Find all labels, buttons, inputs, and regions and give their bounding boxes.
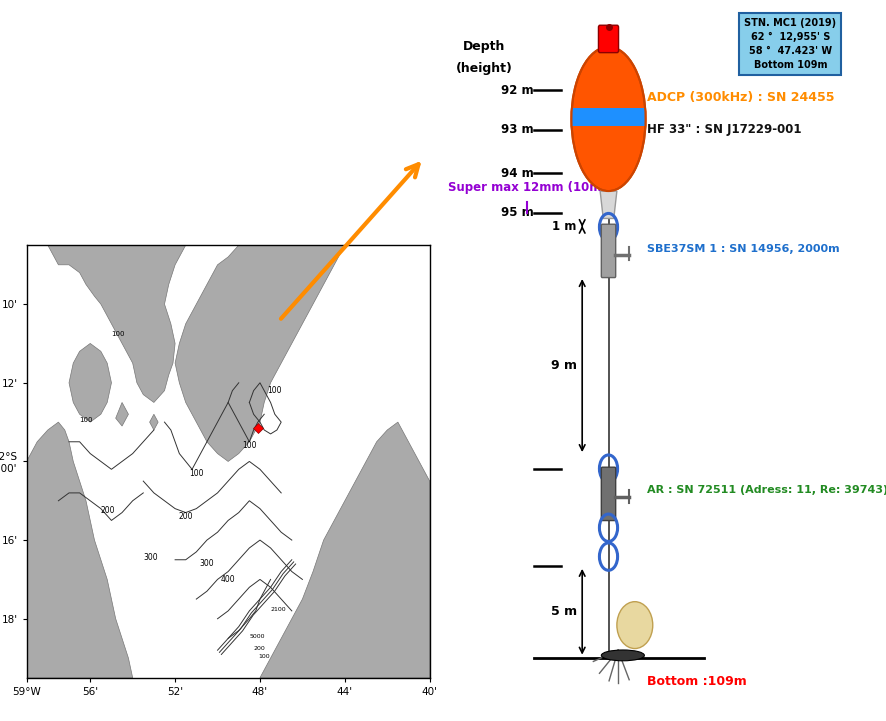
Text: 100: 100 xyxy=(112,331,125,337)
Text: 300: 300 xyxy=(144,553,158,562)
Ellipse shape xyxy=(602,650,644,660)
Text: 92 m: 92 m xyxy=(501,84,534,97)
Polygon shape xyxy=(600,191,617,218)
FancyBboxPatch shape xyxy=(602,467,616,521)
Text: 300: 300 xyxy=(199,559,214,568)
Text: Bottom :109m: Bottom :109m xyxy=(647,675,747,688)
Ellipse shape xyxy=(617,601,653,649)
Polygon shape xyxy=(150,415,158,430)
Text: 93 m: 93 m xyxy=(501,123,534,136)
Text: Super max 12mm (10m): Super max 12mm (10m) xyxy=(447,181,607,194)
Text: 100: 100 xyxy=(189,469,204,478)
Text: (height): (height) xyxy=(455,62,512,75)
Polygon shape xyxy=(175,245,430,461)
Text: 5 m: 5 m xyxy=(551,605,577,619)
Text: 200: 200 xyxy=(253,646,265,651)
Polygon shape xyxy=(27,245,186,402)
Text: 94 m: 94 m xyxy=(501,167,534,180)
Text: AR : SN 72511 (Adress: 11, Re: 39743): AR : SN 72511 (Adress: 11, Re: 39743) xyxy=(647,485,886,495)
Polygon shape xyxy=(27,422,133,678)
Text: 100: 100 xyxy=(258,654,269,659)
Text: HF 33" : SN J17229-001: HF 33" : SN J17229-001 xyxy=(647,123,801,136)
Text: 200: 200 xyxy=(101,505,115,515)
Text: SBE37SM 1 : SN 14956, 2000m: SBE37SM 1 : SN 14956, 2000m xyxy=(647,244,839,254)
Ellipse shape xyxy=(571,47,646,191)
Polygon shape xyxy=(116,402,128,426)
Polygon shape xyxy=(69,343,112,422)
Text: 100: 100 xyxy=(242,441,257,450)
Text: 1 m: 1 m xyxy=(552,220,576,233)
Text: 100: 100 xyxy=(80,417,93,423)
FancyBboxPatch shape xyxy=(598,25,618,53)
Bar xyxy=(571,108,646,126)
Text: ADCP (300kHz) : SN 24455: ADCP (300kHz) : SN 24455 xyxy=(647,91,835,104)
Polygon shape xyxy=(260,422,430,678)
Text: 2100: 2100 xyxy=(270,607,286,612)
Text: 400: 400 xyxy=(221,575,236,584)
Text: 5000: 5000 xyxy=(249,634,265,640)
Text: 9 m: 9 m xyxy=(551,359,577,372)
Text: 100: 100 xyxy=(268,386,282,395)
Text: STN. MC1 (2019)
62 °  12,955' S
58 °  47.423' W
Bottom 109m: STN. MC1 (2019) 62 ° 12,955' S 58 ° 47.4… xyxy=(744,18,836,70)
Text: 200: 200 xyxy=(178,512,193,521)
Text: 95 m: 95 m xyxy=(501,206,534,219)
Text: Depth: Depth xyxy=(462,40,505,53)
FancyBboxPatch shape xyxy=(602,224,616,278)
